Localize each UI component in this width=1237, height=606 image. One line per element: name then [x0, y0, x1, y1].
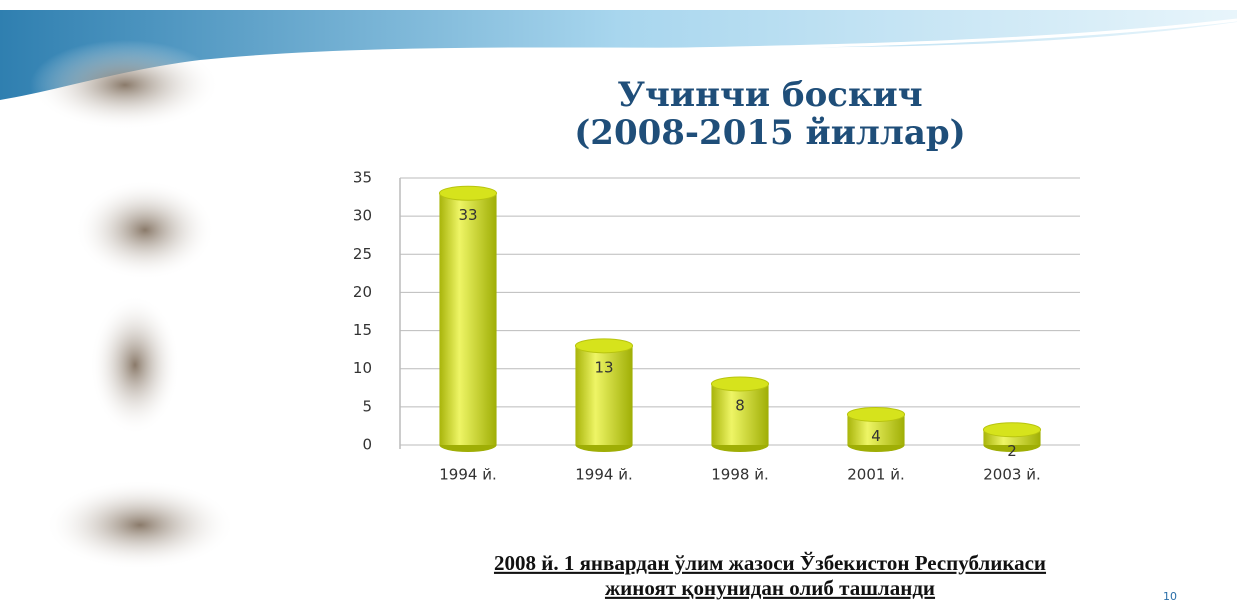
y-tick-label: 5	[362, 397, 372, 415]
gavel-image	[45, 480, 235, 570]
y-tick-label: 25	[353, 245, 372, 263]
slide-number: 10	[1163, 590, 1177, 603]
chart-title: Учинчи боскич	[617, 75, 922, 115]
x-tick-label: 1998 й.	[711, 466, 768, 484]
data-label: 33	[458, 206, 477, 224]
building-image	[30, 40, 220, 130]
bar	[439, 193, 497, 445]
y-tick-label: 20	[353, 283, 372, 301]
bar-top	[982, 422, 1042, 438]
data-label: 4	[871, 427, 881, 445]
y-tick-label: 15	[353, 321, 372, 339]
bar	[711, 383, 769, 445]
y-tick-label: 0	[362, 436, 372, 454]
scales-image	[75, 180, 215, 280]
bar-top	[574, 338, 634, 354]
bar	[575, 345, 633, 445]
bar-top	[710, 376, 770, 392]
data-label: 13	[594, 358, 613, 376]
chart-subtitle: (2008-2015 йиллар)	[574, 113, 966, 153]
bar-top	[846, 406, 906, 422]
data-label: 2	[1007, 442, 1017, 460]
data-label: 8	[735, 396, 745, 414]
footer-line: 2008 й. 1 январдан ўлим жазоси Ўзбекисто…	[494, 551, 1046, 575]
y-tick-label: 10	[353, 359, 372, 377]
y-tick-label: 35	[353, 169, 372, 187]
x-tick-label: 1994 й.	[439, 466, 496, 484]
header-swoosh	[0, 10, 1237, 100]
footer-line: жиноят қонунидан олиб ташланди	[605, 576, 935, 600]
x-tick-label: 2001 й.	[847, 466, 904, 484]
header-line	[149, 18, 1237, 72]
x-tick-label: 1994 й.	[575, 466, 632, 484]
bar-top	[438, 185, 498, 201]
x-tick-label: 2003 й.	[983, 466, 1040, 484]
y-tick-label: 30	[353, 207, 372, 225]
statue-image	[90, 295, 180, 435]
